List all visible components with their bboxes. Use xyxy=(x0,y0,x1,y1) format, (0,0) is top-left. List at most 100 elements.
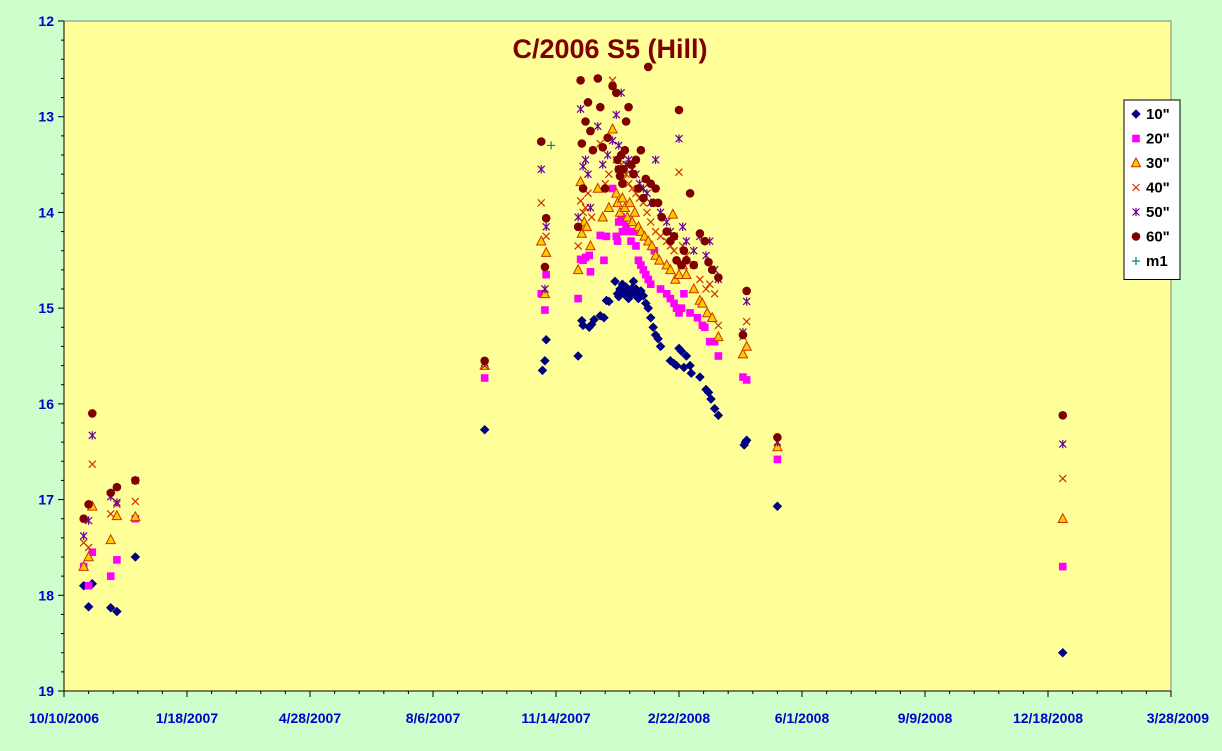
data-point xyxy=(105,533,117,545)
data-point xyxy=(106,488,116,498)
data-point xyxy=(607,123,619,134)
data-point xyxy=(131,497,140,506)
data-point xyxy=(641,270,650,279)
data-point xyxy=(112,498,121,507)
data-point xyxy=(602,232,611,241)
data-point xyxy=(480,356,489,366)
data-point xyxy=(619,165,628,174)
data-point xyxy=(613,237,622,245)
data-point xyxy=(1058,439,1067,449)
data-point xyxy=(619,218,628,226)
data-point xyxy=(634,256,643,265)
plot-area xyxy=(63,20,1172,692)
data-point xyxy=(112,482,122,492)
data-point xyxy=(689,260,699,270)
data-point xyxy=(773,455,782,464)
y-tick-label: 19 xyxy=(38,683,54,699)
data-point xyxy=(593,74,603,83)
legend-label: m1 xyxy=(1146,253,1168,270)
data-point xyxy=(79,531,88,541)
data-point xyxy=(673,268,685,279)
data-point xyxy=(632,242,640,250)
series-0 xyxy=(78,276,1068,658)
data-point xyxy=(1058,411,1068,420)
data-point xyxy=(574,213,583,222)
data-point xyxy=(639,193,648,203)
data-point xyxy=(624,196,636,208)
data-point xyxy=(585,239,596,251)
x-tick-label: 10/10/2006 xyxy=(29,710,99,726)
data-point xyxy=(576,227,588,238)
data-point xyxy=(650,246,659,255)
data-point xyxy=(618,227,627,236)
data-point xyxy=(710,337,719,346)
data-point xyxy=(679,246,689,256)
data-point xyxy=(704,257,713,267)
data-point xyxy=(111,509,123,521)
x-axis: 10/10/2006 1/18/2007 4/28/2007 8/6/2007 11/1… xyxy=(29,690,1209,726)
legend-label: 50" xyxy=(1146,204,1170,221)
data-point xyxy=(83,601,94,612)
data-point xyxy=(614,218,623,226)
data-point xyxy=(710,289,719,298)
data-point xyxy=(629,206,641,217)
data-point xyxy=(83,550,95,562)
data-point xyxy=(706,394,716,404)
data-point xyxy=(656,285,665,293)
data-point xyxy=(112,606,122,617)
data-point xyxy=(714,273,723,282)
data-point xyxy=(637,261,645,269)
data-point xyxy=(624,179,633,188)
data-point xyxy=(536,137,546,146)
data-point xyxy=(653,333,663,344)
data-point xyxy=(1057,512,1069,524)
data-point xyxy=(638,290,649,301)
data-point xyxy=(612,232,621,241)
y-tick-label: 13 xyxy=(38,109,54,125)
data-point xyxy=(689,246,698,255)
data-point xyxy=(584,169,592,179)
data-point xyxy=(713,410,724,421)
data-point xyxy=(677,304,686,312)
data-point xyxy=(742,286,751,296)
data-point xyxy=(653,254,665,265)
data-point xyxy=(131,476,140,485)
data-point xyxy=(595,102,605,112)
data-point xyxy=(680,289,688,298)
legend: 10" 20" 30" 40" 50" 60" m1 xyxy=(1123,99,1181,280)
data-point xyxy=(88,548,97,557)
data-point xyxy=(540,262,550,272)
y-axis: 12 13 14 15 16 17 18 19 xyxy=(38,13,65,699)
data-point xyxy=(106,572,115,580)
data-point xyxy=(616,191,628,203)
data-point xyxy=(675,168,683,177)
x-tick-label: 6/1/2008 xyxy=(775,710,830,726)
y-tick-label: 15 xyxy=(38,300,54,316)
data-point xyxy=(581,117,590,126)
data-point xyxy=(737,348,749,359)
data-point xyxy=(537,289,546,298)
data-point xyxy=(714,321,723,330)
data-point xyxy=(540,246,552,257)
data-point xyxy=(588,145,598,155)
data-point xyxy=(583,98,593,107)
data-point xyxy=(696,297,708,308)
data-point xyxy=(608,81,617,91)
data-point xyxy=(705,337,714,346)
data-point xyxy=(79,514,88,524)
data-point xyxy=(667,208,679,219)
data-point xyxy=(479,424,490,435)
data-point xyxy=(541,213,551,223)
legend-marker xyxy=(1132,134,1140,143)
y-tick-label: 12 xyxy=(38,13,54,29)
data-point xyxy=(129,510,141,522)
data-point xyxy=(547,141,556,150)
data-point xyxy=(621,117,631,126)
data-point xyxy=(646,218,655,226)
data-point xyxy=(662,227,671,236)
data-point xyxy=(84,500,93,509)
data-point xyxy=(670,246,679,255)
data-point xyxy=(130,552,141,562)
data-point xyxy=(644,275,653,284)
data-point xyxy=(598,143,608,152)
